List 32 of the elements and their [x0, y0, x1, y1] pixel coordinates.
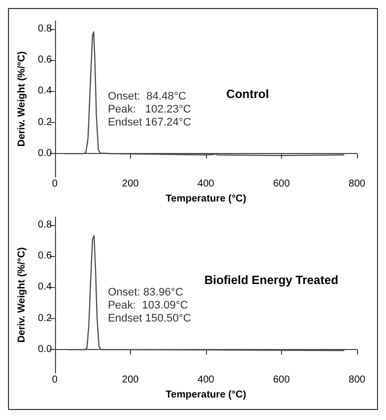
- y-axis-title: Deriv. Weight (%/°C): [16, 51, 28, 147]
- x-tick-label: 200: [122, 178, 140, 190]
- x-tick-label: 400: [198, 374, 215, 386]
- x-tick-label: 0: [52, 178, 58, 190]
- x-tick-label: 600: [273, 374, 290, 386]
- annotation: Endset 167.24°C: [108, 116, 192, 128]
- y-tick-label: 0.4: [38, 86, 52, 97]
- x-tick-label: 0: [52, 374, 58, 386]
- text: Control: [226, 87, 269, 101]
- y-tick-label: 0.0: [38, 344, 52, 356]
- annotation: Onset: 84.48°C: [108, 90, 186, 102]
- annotation: Peak: 102.23°C: [108, 104, 192, 116]
- x-tick-label: 800: [348, 178, 366, 190]
- y-tick-label: 0.8: [38, 219, 52, 230]
- y-tick-label: 0.6: [38, 54, 52, 66]
- annotation: Onset: 83.96°C: [108, 286, 184, 298]
- annotation: Peak: 103.09°C: [108, 300, 188, 312]
- y-tick-label: 0.0: [38, 148, 52, 160]
- x-axis-title: Temperature (°C): [166, 389, 246, 400]
- x-tick-label: 200: [122, 374, 140, 386]
- y-tick-label: 0.6: [38, 250, 52, 262]
- y-tick-label: 0.2: [38, 312, 52, 324]
- y-tick-label: 0.2: [38, 116, 52, 128]
- x-axis-title: Temperature (°C): [166, 193, 246, 204]
- x-tick-label: 400: [198, 178, 215, 190]
- annotation: Endset 150.50°C: [108, 312, 192, 324]
- text: Biofield Energy Treated: [204, 273, 338, 287]
- y-tick-label: 0.8: [38, 23, 52, 34]
- x-tick-label: 600: [273, 178, 290, 190]
- y-tick-label: 0.4: [38, 282, 52, 293]
- x-tick-label: 800: [348, 374, 366, 386]
- y-axis-title: Deriv. Weight (%/°C): [16, 247, 28, 343]
